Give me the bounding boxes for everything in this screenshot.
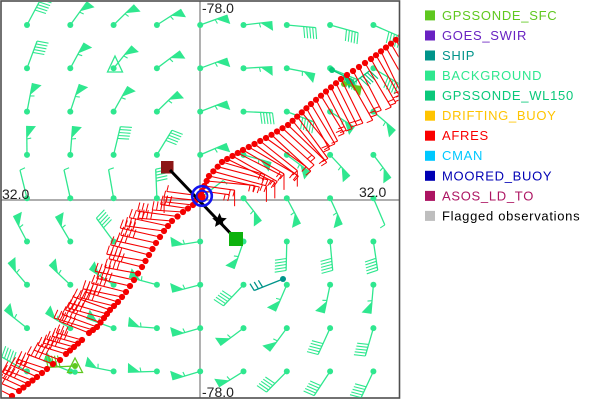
svg-text:SHIP: SHIP: [442, 48, 475, 63]
svg-text:CMAN: CMAN: [442, 148, 483, 163]
svg-text:DRIFTING_BUOY: DRIFTING_BUOY: [442, 108, 557, 123]
svg-text:ASOS_LD_TO: ASOS_LD_TO: [442, 188, 534, 203]
svg-text:AFRES: AFRES: [442, 128, 489, 143]
svg-text:32.0: 32.0: [2, 186, 29, 202]
svg-text:Flagged observations: Flagged observations: [442, 208, 580, 223]
svg-text:GPSSONDE_WL150: GPSSONDE_WL150: [442, 88, 574, 103]
svg-text:BACKGROUND: BACKGROUND: [442, 68, 542, 83]
svg-text:GOES_SWIR: GOES_SWIR: [442, 28, 527, 43]
svg-text:-78.0: -78.0: [202, 384, 234, 400]
svg-text:MOORED_BUOY: MOORED_BUOY: [442, 168, 552, 183]
svg-text:-78.0: -78.0: [202, 0, 234, 16]
svg-text:32.0: 32.0: [359, 184, 386, 200]
svg-text:GPSSONDE_SFC: GPSSONDE_SFC: [442, 8, 557, 23]
